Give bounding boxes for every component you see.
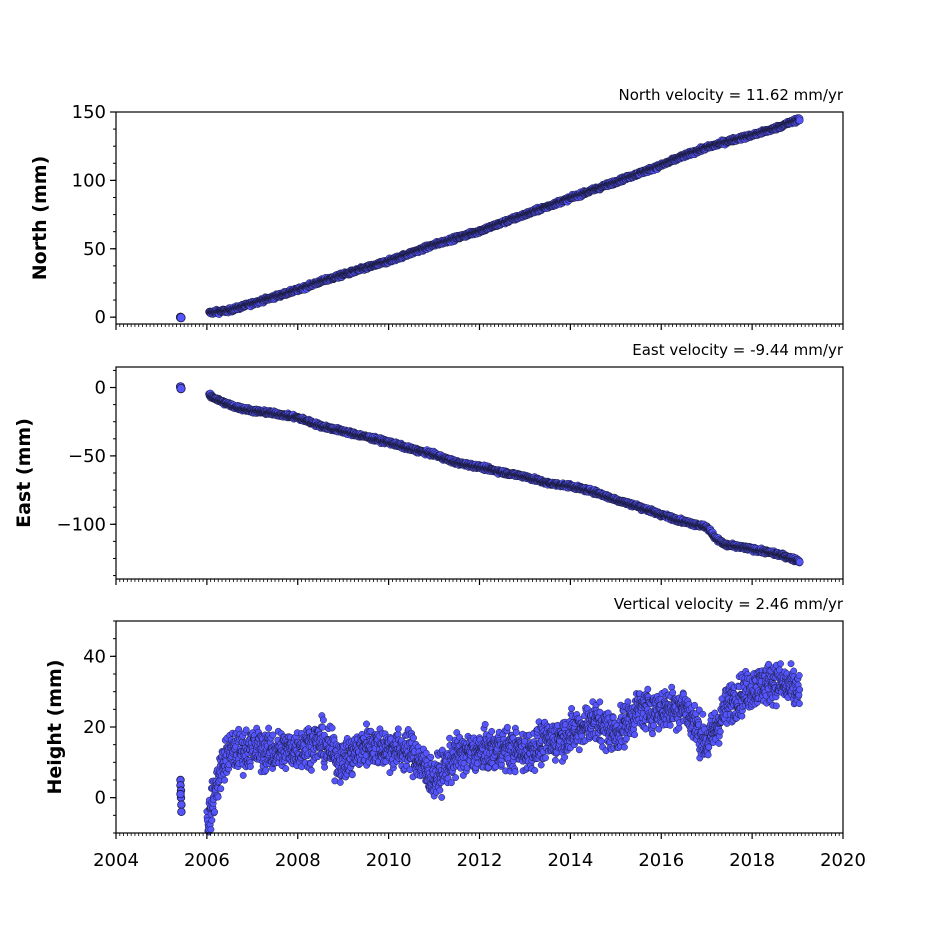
- north-data-point: [795, 116, 804, 125]
- east-outlier-point: [176, 383, 186, 394]
- y-tick-label: −100: [57, 514, 106, 535]
- y-tick-label: 150: [72, 102, 106, 123]
- east-data-point: [795, 558, 804, 566]
- north-y-axis-label: North (mm): [29, 156, 51, 281]
- y-tick-label: 100: [72, 170, 106, 191]
- north-velocity-label: North velocity = 11.62 mm/yr: [619, 86, 844, 104]
- y-tick-label: 0: [95, 378, 106, 399]
- y-tick-label: 0: [95, 307, 106, 328]
- y-tick-label: −50: [68, 446, 106, 467]
- north-outlier-point: [176, 313, 186, 323]
- north-panel: 0 50 100 150 North velocity = 11.62 mm/yr N…: [29, 86, 844, 330]
- y-tick-label: 50: [83, 239, 106, 260]
- north-data-points: [175, 114, 804, 323]
